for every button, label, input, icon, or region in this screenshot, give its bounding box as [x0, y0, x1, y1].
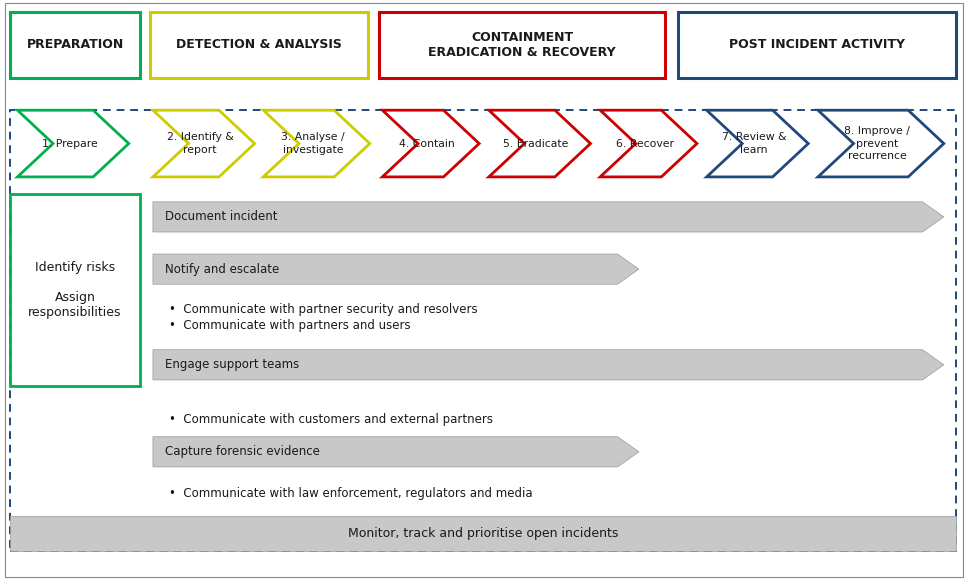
- Text: 8. Improve /
prevent
recurrence: 8. Improve / prevent recurrence: [844, 126, 910, 161]
- FancyBboxPatch shape: [379, 12, 665, 78]
- Polygon shape: [153, 254, 639, 284]
- Text: 2. Identify &
report: 2. Identify & report: [166, 132, 233, 155]
- Polygon shape: [707, 110, 808, 177]
- Text: 1. Prepare: 1. Prepare: [42, 139, 98, 148]
- Text: •  Communicate with customers and external partners: • Communicate with customers and externa…: [169, 413, 494, 426]
- Polygon shape: [382, 110, 479, 177]
- Text: CONTAINMENT
ERADICATION & RECOVERY: CONTAINMENT ERADICATION & RECOVERY: [429, 31, 616, 59]
- FancyBboxPatch shape: [10, 516, 956, 551]
- FancyBboxPatch shape: [150, 12, 368, 78]
- Text: 3. Analyse /
investigate: 3. Analyse / investigate: [281, 132, 345, 155]
- Text: DETECTION & ANALYSIS: DETECTION & ANALYSIS: [176, 38, 342, 52]
- Polygon shape: [153, 350, 944, 380]
- Text: Identify risks

Assign
responsibilities: Identify risks Assign responsibilities: [28, 261, 122, 319]
- Text: Engage support teams: Engage support teams: [165, 358, 299, 371]
- FancyBboxPatch shape: [10, 12, 140, 78]
- Polygon shape: [263, 110, 370, 177]
- Polygon shape: [17, 110, 129, 177]
- Text: Capture forensic evidence: Capture forensic evidence: [165, 445, 319, 458]
- Polygon shape: [153, 202, 944, 232]
- FancyBboxPatch shape: [10, 194, 140, 386]
- Text: •  Communicate with partner security and resolvers: • Communicate with partner security and …: [169, 303, 478, 316]
- Polygon shape: [489, 110, 590, 177]
- Text: 5. Eradicate: 5. Eradicate: [503, 139, 569, 148]
- Text: •  Communicate with law enforcement, regulators and media: • Communicate with law enforcement, regu…: [169, 487, 533, 500]
- Text: Notify and escalate: Notify and escalate: [165, 263, 279, 276]
- Text: PREPARATION: PREPARATION: [26, 38, 124, 52]
- FancyBboxPatch shape: [678, 12, 956, 78]
- Text: 7. Review &
learn: 7. Review & learn: [722, 132, 786, 155]
- Text: POST INCIDENT ACTIVITY: POST INCIDENT ACTIVITY: [729, 38, 905, 52]
- Text: 4. Contain: 4. Contain: [400, 139, 455, 148]
- Polygon shape: [818, 110, 944, 177]
- Text: 6. Recover: 6. Recover: [616, 139, 674, 148]
- Text: Document incident: Document incident: [165, 211, 277, 223]
- Polygon shape: [600, 110, 697, 177]
- Polygon shape: [153, 437, 639, 467]
- Text: Monitor, track and prioritise open incidents: Monitor, track and prioritise open incid…: [348, 527, 619, 540]
- Polygon shape: [153, 110, 255, 177]
- Text: •  Communicate with partners and users: • Communicate with partners and users: [169, 319, 411, 332]
